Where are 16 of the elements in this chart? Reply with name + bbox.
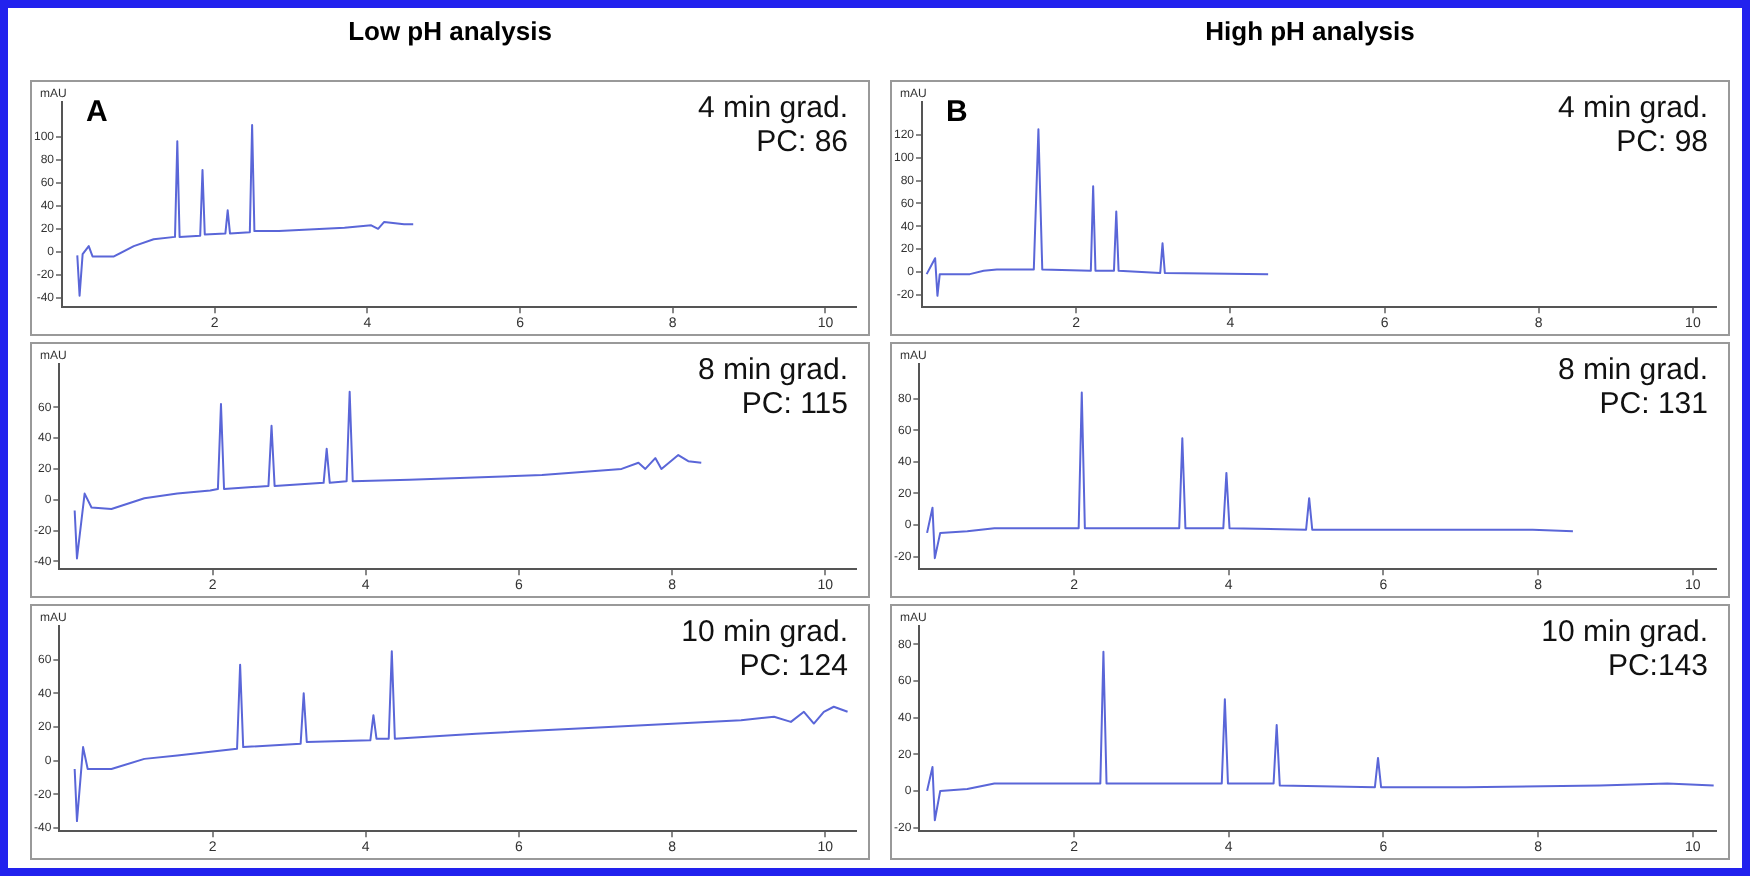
annotation: 4 min grad.	[1557, 91, 1708, 126]
annotation: 8 min grad.	[1557, 353, 1708, 388]
annotation: PC: 115	[741, 387, 848, 422]
annotation: 10 min grad.	[1541, 615, 1708, 650]
annotation: 8 min grad.	[697, 353, 848, 388]
annotation: B	[946, 95, 969, 130]
annotation: PC: 131	[1599, 387, 1708, 422]
annotation: PC:143	[1607, 649, 1708, 684]
annotation: 4 min grad.	[697, 91, 848, 126]
annotation: PC: 98	[1616, 125, 1708, 160]
annotation: 10 min grad.	[681, 615, 848, 650]
chart-title: Low pH analysis	[346, 16, 554, 46]
annotation: PC: 86	[756, 125, 848, 160]
annotation: A	[86, 95, 109, 130]
annotation: PC: 124	[739, 649, 848, 684]
chart-title: High pH analysis	[1203, 16, 1417, 46]
